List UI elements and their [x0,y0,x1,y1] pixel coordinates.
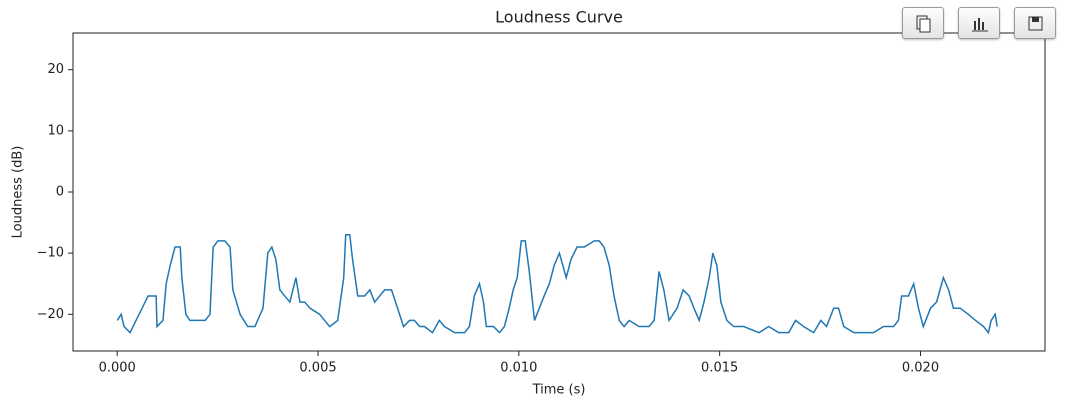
chart-icon [972,18,988,32]
chart-title: Loudness Curve [495,8,623,27]
plot-frame [72,32,1046,352]
x-tick-label: 0.010 [500,361,537,376]
x-tick-label: 0.000 [99,361,136,376]
loudness-line [116,234,998,335]
copy-icon [916,15,931,33]
x-tick-label: 0.005 [299,361,336,376]
y-tick-label: −10 [37,246,64,261]
x-tick-label: 0.015 [701,361,738,376]
y-tick-label: 10 [47,123,64,138]
y-tick-label: −20 [37,307,64,322]
save-icon [1028,16,1043,31]
chart-button[interactable] [958,7,1000,39]
y-tick-label: 0 [56,185,64,200]
y-tick-label: 20 [47,62,64,77]
save-button[interactable] [1014,7,1056,39]
x-tick-label: 0.020 [902,361,939,376]
copy-button[interactable] [902,7,944,39]
y-axis-label: Loudness (dB) [11,146,26,239]
x-axis-label: Time (s) [532,383,586,398]
